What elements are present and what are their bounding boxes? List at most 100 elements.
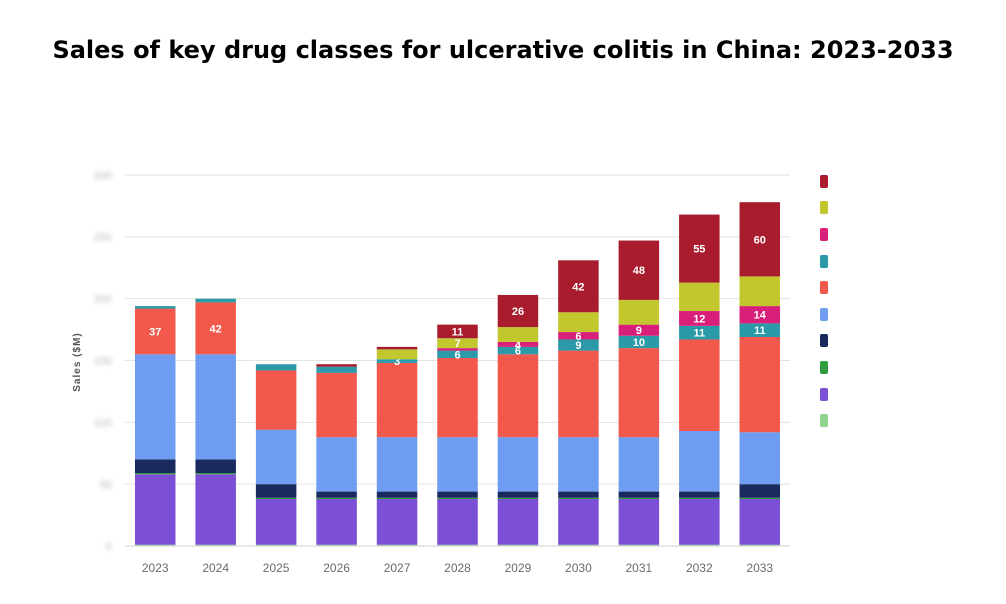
legend-swatch: [820, 227, 828, 241]
legend-item: [820, 328, 970, 355]
bar-segment: [437, 324, 478, 339]
bar-segment: [558, 497, 599, 500]
x-tick-label: 2027: [384, 561, 411, 575]
bar-segment: [376, 544, 418, 546]
chart-title: Sales of key drug classes for ulcerative…: [52, 36, 954, 64]
bar-segment: [739, 497, 781, 500]
bar-segment: [497, 354, 539, 438]
bar-segment: [558, 312, 599, 333]
bar-segment: [376, 499, 418, 545]
legend-label: [836, 361, 839, 373]
bar-segment: [679, 339, 720, 431]
legend-item: [820, 381, 970, 408]
bar-segment: [558, 332, 599, 340]
legend-label: [836, 308, 839, 320]
data-label: 11: [754, 325, 766, 337]
legend-swatch: [820, 254, 828, 268]
bar-segment: [558, 437, 599, 492]
bar-segment: [316, 437, 357, 492]
bar-segment: [437, 437, 478, 492]
bar-segment: [618, 335, 660, 349]
bar-segment: [376, 497, 418, 500]
bar-segment: [497, 341, 539, 347]
legend-item: [820, 407, 970, 434]
bar-segment: [134, 474, 176, 545]
bar-segment: [739, 499, 781, 545]
bar-segment: [558, 491, 599, 498]
legend-label: [836, 415, 839, 427]
bar-segment: [255, 484, 297, 498]
bar-segment: [497, 327, 539, 342]
bar-segment: [497, 499, 539, 545]
bar-segment: [437, 358, 478, 438]
data-label: 6: [575, 331, 581, 343]
bar-segment: [497, 491, 539, 498]
legend-swatch: [820, 281, 828, 295]
bar-segment: [195, 473, 236, 475]
legend-item: [820, 221, 970, 248]
data-label: 6: [515, 346, 521, 358]
data-label: 37: [149, 326, 161, 338]
y-tick-label: 100: [94, 417, 112, 429]
data-label: 14: [754, 310, 767, 322]
legend-label: [836, 255, 839, 267]
legend-label: [836, 228, 839, 240]
x-tick-label: 2028: [444, 561, 471, 575]
bar-segment: [195, 354, 236, 460]
bar-segment: [679, 497, 720, 500]
bar-segment: [618, 240, 660, 300]
data-label: 9: [575, 340, 581, 352]
bar-segment: [558, 499, 599, 545]
bar-segment: [255, 497, 297, 500]
x-tick-label: 2033: [746, 561, 773, 575]
x-tick-label: 2031: [626, 561, 653, 575]
bar-segment: [497, 294, 539, 328]
bar-segment: [497, 346, 539, 355]
bar-segment: [679, 499, 720, 545]
bar-segment: [739, 432, 781, 485]
legend-label: [836, 388, 839, 400]
bar-segment: [618, 437, 660, 492]
bar-segment: [679, 325, 720, 340]
data-label: 6: [454, 349, 460, 361]
legend-swatch: [820, 307, 828, 321]
data-label: 55: [693, 244, 705, 256]
bar-segment: [316, 366, 357, 373]
bar-segment: [558, 544, 599, 546]
legend-item: [820, 168, 970, 195]
bar-segment: [679, 311, 720, 326]
legend-item: [820, 248, 970, 275]
bar-segment: [618, 491, 660, 498]
bar-segment: [134, 473, 176, 475]
y-tick-label: 200: [94, 294, 112, 306]
bar-segment: [316, 499, 357, 545]
bar-segment: [739, 337, 781, 433]
bar-segment: [376, 437, 418, 492]
bar-segment: [195, 459, 236, 474]
bar-segment: [679, 214, 720, 283]
bar-segment: [497, 544, 539, 546]
legend-swatch: [820, 360, 828, 374]
bar-segment: [195, 544, 236, 546]
y-axis-title: Sales ($M): [72, 332, 83, 391]
bar-segment: [679, 491, 720, 498]
bar-segment: [316, 364, 357, 367]
y-tick-label: 300: [94, 170, 112, 182]
bar-segment: [255, 370, 297, 430]
data-label: 3: [394, 356, 400, 368]
x-tick-label: 2025: [263, 561, 290, 575]
bar-segment: [739, 484, 781, 498]
legend-item: [820, 301, 970, 328]
legend-item: [820, 195, 970, 222]
bar-segment: [679, 282, 720, 312]
x-tick-label: 2030: [565, 561, 592, 575]
bar-segment: [134, 308, 176, 355]
data-label: 11: [693, 328, 705, 340]
y-tick-label: 150: [94, 356, 112, 368]
bar-segment: [739, 202, 781, 277]
bar-segment: [558, 350, 599, 438]
bar-segment: [316, 497, 357, 500]
bar-segment: [376, 362, 418, 438]
bar-segment: [316, 372, 357, 438]
bar-segment: [255, 544, 297, 546]
